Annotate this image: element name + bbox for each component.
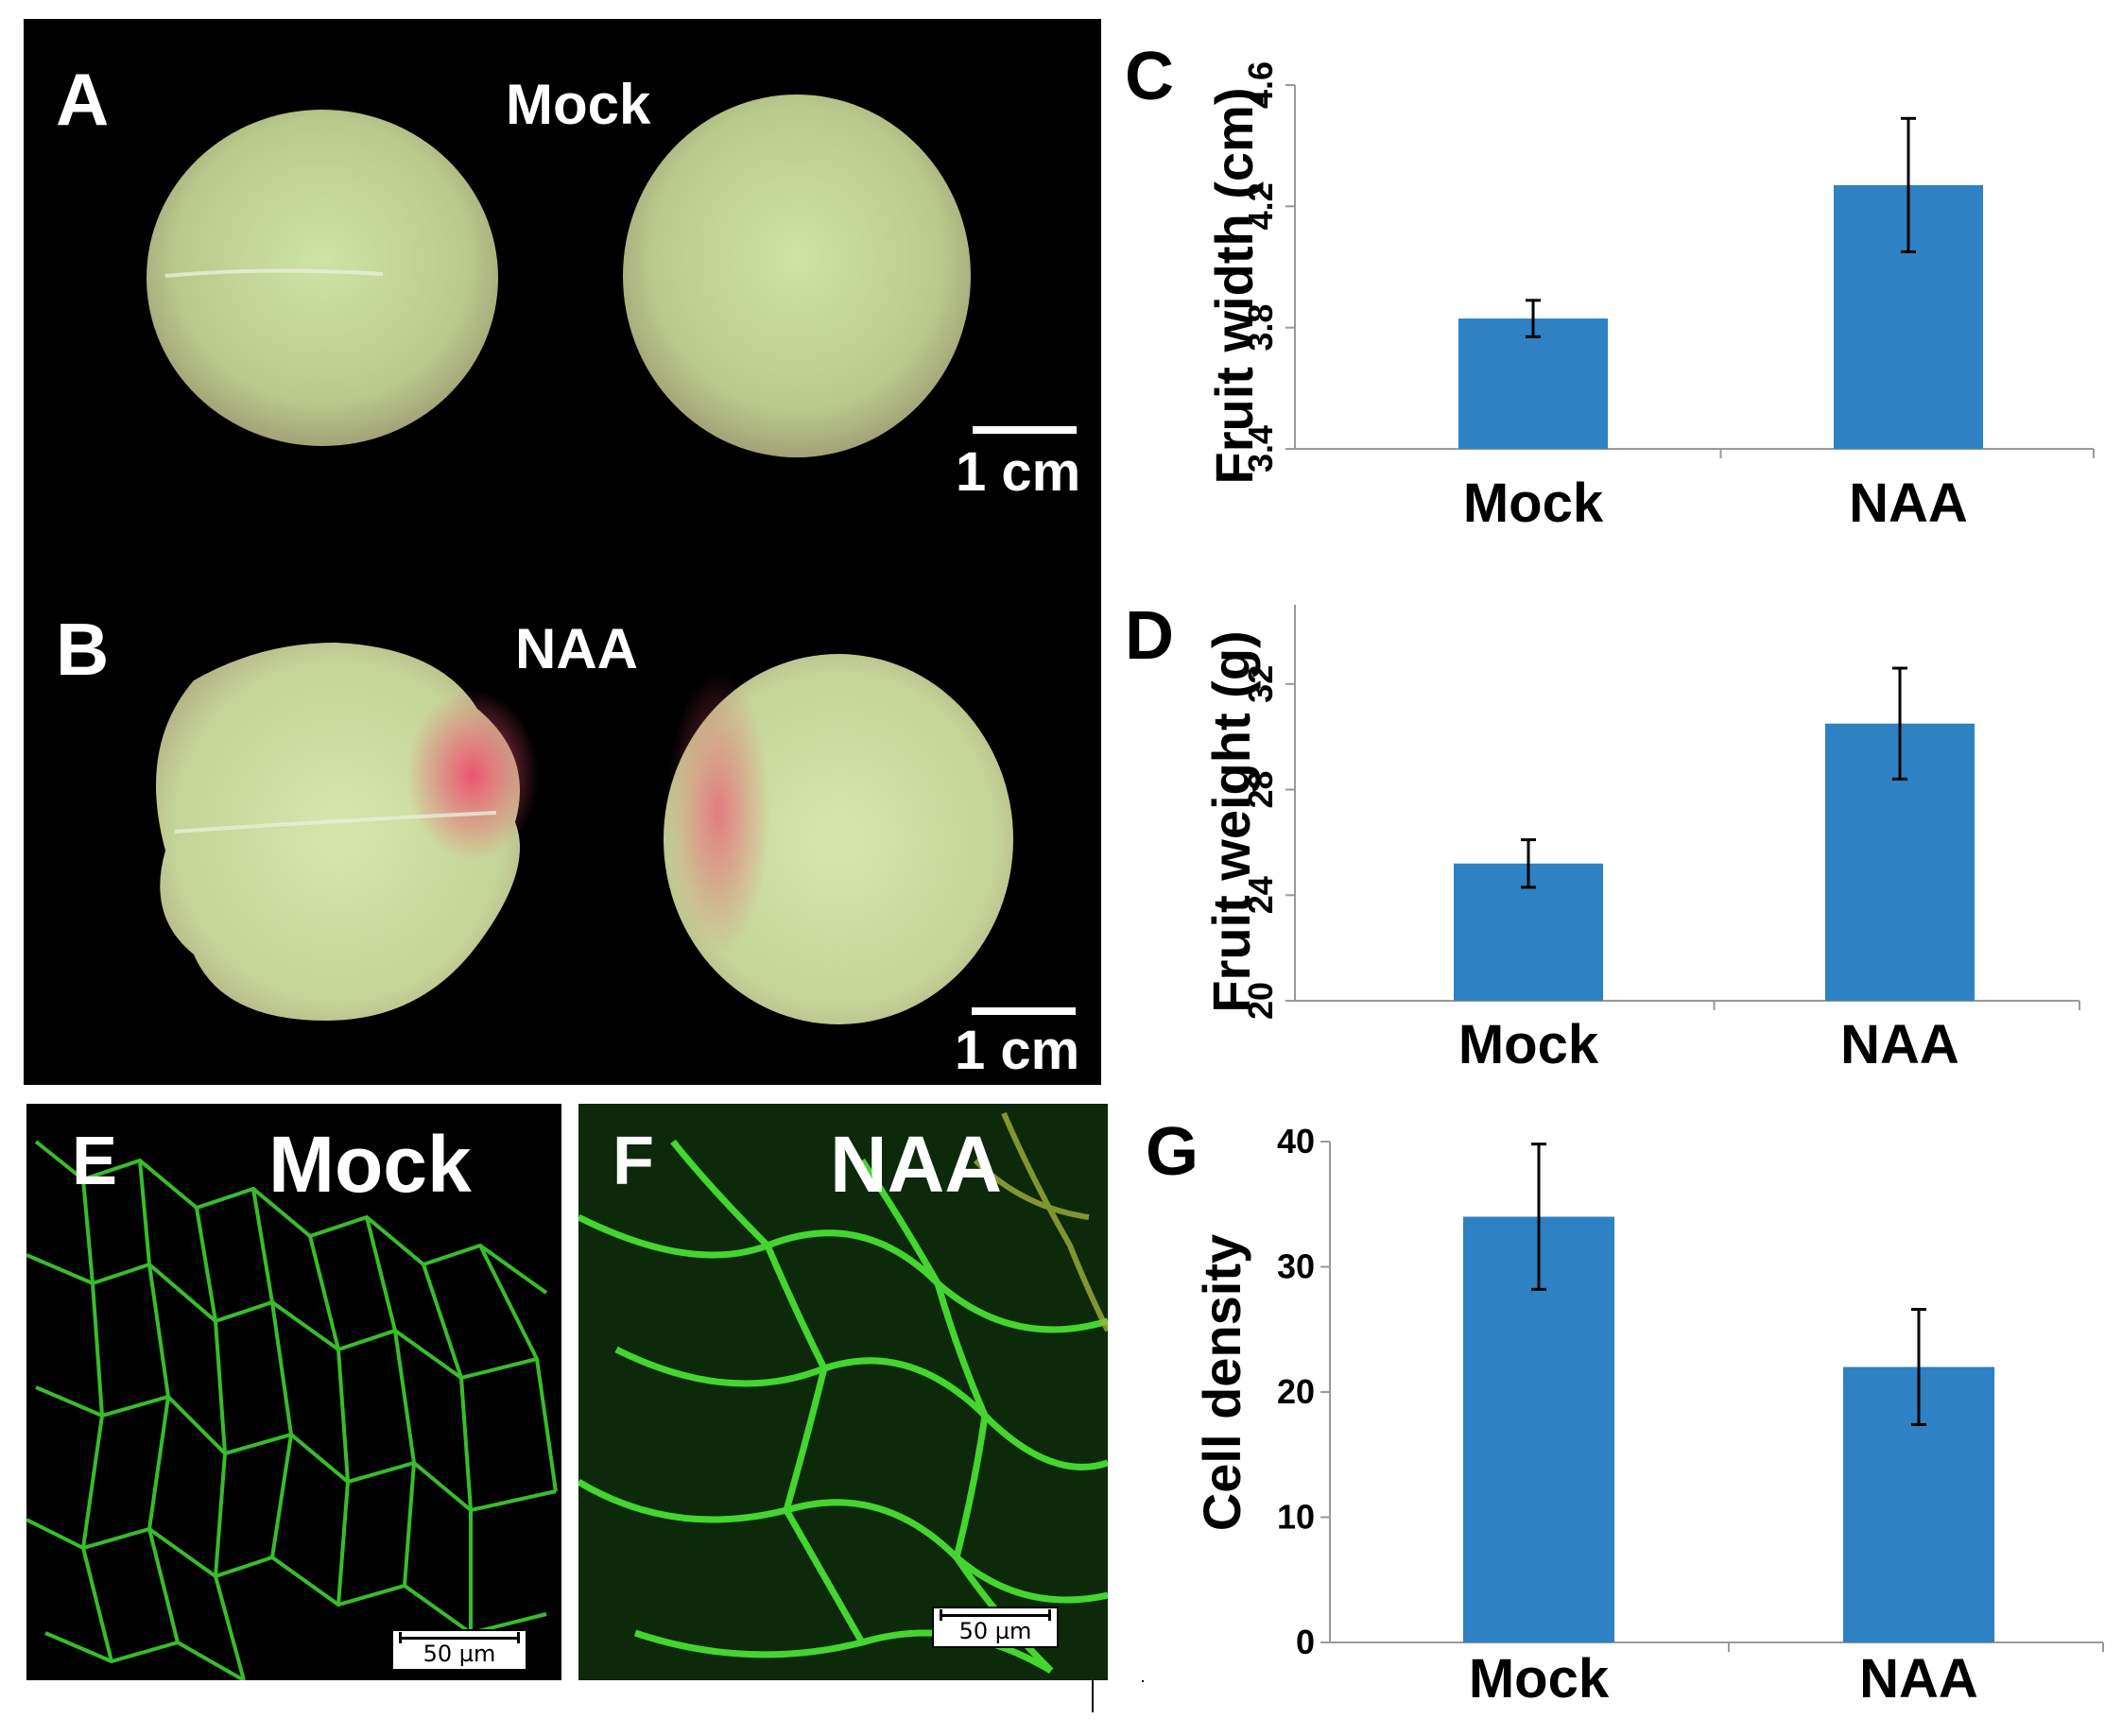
chart-D-bar-mock: [1454, 863, 1603, 1001]
chart-C-bar-mock: [1458, 318, 1608, 449]
chart-D-y-tick-label: 32: [1241, 665, 1280, 703]
fruit-photo-panel: A Mock 1 cm B NAA 1 cm: [24, 19, 1101, 1085]
panel-b-scale-label: 1 cm: [955, 1020, 1080, 1081]
chart-D-y-tick-label: 20: [1241, 982, 1280, 1020]
mock-fruit-right: [623, 95, 971, 457]
panel-letter-a: A: [56, 58, 110, 141]
panel-e-label: Mock: [268, 1120, 472, 1209]
panel-f-scale-label: 50 µm: [958, 1618, 1032, 1644]
chart-C-category-label: Mock: [1463, 473, 1604, 534]
mock-fruit-suture: [164, 268, 384, 278]
chart-G-bar-naa: [1843, 1366, 1994, 1642]
chart-C-bar-naa: [1834, 184, 1983, 449]
panel-e-scale-label: 50 µm: [423, 1641, 496, 1667]
panel-letter-b: B: [56, 608, 110, 691]
panel-b-label: NAA: [515, 617, 638, 680]
divider-tick: [1092, 1680, 1094, 1712]
chart-D-y-tick-label: 28: [1241, 771, 1280, 809]
chart-C-y-tick-label: 3.8: [1241, 304, 1280, 352]
naa-fruit-left-blush: [406, 690, 539, 860]
panel-f-label: NAA: [830, 1120, 1002, 1209]
chart-G-y-axis-label: Cell density: [1192, 1234, 1251, 1531]
micrograph-mock: E Mock 50 µm: [26, 1104, 561, 1680]
chart-G-category-label: NAA: [1859, 1648, 1978, 1710]
micrograph-mock-network: [26, 1140, 558, 1680]
chart-C-y-tick-label: 4.6: [1241, 61, 1280, 109]
chart-G-y-tick-label: 0: [1296, 1623, 1315, 1661]
panel-letter-e: E: [72, 1124, 118, 1199]
naa-fruit-suture: [174, 811, 497, 834]
chart-D-bar-naa: [1825, 723, 1975, 1001]
panel-e-scalebar: 50 µm: [391, 1629, 527, 1671]
chart-D-category-label: NAA: [1840, 1014, 1959, 1075]
divider-dot: [1142, 1680, 1144, 1682]
chart-C-category-label: NAA: [1849, 473, 1968, 534]
panel-letter-c: C: [1125, 39, 1174, 114]
chart-C-y-tick-label: 3.4: [1241, 425, 1280, 473]
naa-fruit-right-blush: [666, 671, 770, 954]
panel-b-scalebar: [972, 1007, 1076, 1015]
fruit-photo-graphic: [147, 95, 1013, 1024]
panel-a-scale-label: 1 cm: [956, 441, 1081, 503]
chart-G-y-tick-label: 20: [1277, 1372, 1315, 1411]
chart-C-y-tick-label: 4.2: [1241, 182, 1280, 230]
panel-letter-g: G: [1146, 1114, 1199, 1190]
chart-C-y-axis-label: Fruit width (cm): [1204, 88, 1264, 485]
panel-f-scalebar-line: [940, 1609, 1051, 1621]
panel-a-label: Mock: [506, 73, 651, 136]
micrograph-naa: F NAA 50 µm: [578, 1104, 1108, 1680]
chart-G-category-label: Mock: [1469, 1648, 1610, 1710]
panel-letter-d: D: [1125, 598, 1174, 674]
chart-D-y-tick-label: 24: [1241, 876, 1280, 914]
mock-fruit-left: [147, 110, 498, 446]
panel-e-scalebar-line: [399, 1632, 520, 1643]
chart-G-y-tick-label: 40: [1277, 1122, 1315, 1160]
panel-letter-f: F: [612, 1124, 654, 1199]
chart-D-y-axis-label: Fruit weight (g): [1201, 630, 1261, 1012]
chart-G-y-tick-label: 10: [1277, 1498, 1315, 1537]
micrograph-naa-network: [578, 1104, 1108, 1680]
chart-G-bar-mock: [1463, 1216, 1614, 1642]
chart-D-category-label: Mock: [1458, 1014, 1599, 1075]
chart-G-y-tick-label: 30: [1277, 1247, 1315, 1286]
panel-a-scalebar: [973, 426, 1077, 434]
panel-f-scalebar: 50 µm: [932, 1607, 1059, 1648]
